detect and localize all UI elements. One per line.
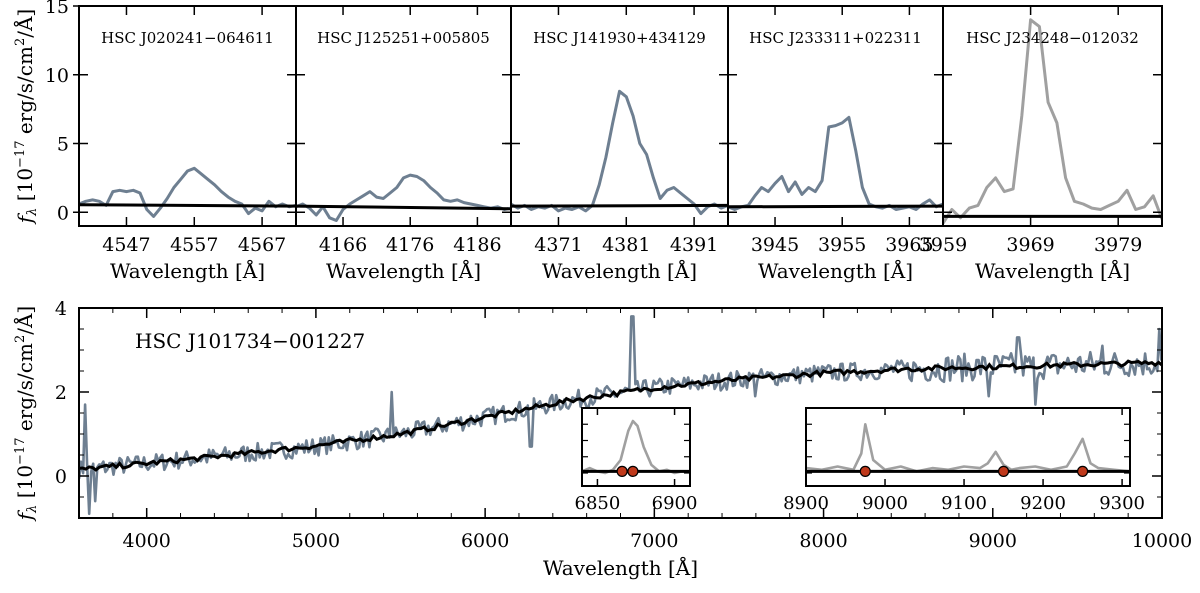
model-line: [79, 203, 296, 208]
inset-panels: 6850 6900 8900 9000 9100 9200 9300: [575, 407, 1145, 514]
top-panel-4: 3945 3955 3965 HSC J233311+022311 Wavelength…: [722, 5, 944, 283]
top-row-panels: 4547 4557 4567 0 5 10 15 HSC J020241−064611 Wave…: [12, 0, 1163, 283]
plot-area: [511, 89, 728, 216]
x-tick-label: 3965: [885, 234, 933, 256]
emission-marker: [859, 465, 871, 477]
top-panel-5: 3959 3969 3979 HSC J234248−012032 Wavelength…: [919, 5, 1163, 283]
inset-1: 6850 6900: [575, 407, 698, 514]
emission-marker: [627, 465, 639, 477]
x-tick-label: 4176: [386, 234, 434, 256]
emission-marker: [1076, 465, 1089, 477]
x-axis-label: Wavelength [Å]: [326, 258, 481, 283]
y-tick-label: 5: [57, 134, 69, 156]
x-axis-label: Wavelength [Å]: [975, 258, 1130, 283]
plot-area: [943, 18, 1162, 225]
model-line: [511, 203, 728, 208]
y-label-sq: 2: [13, 38, 28, 46]
y-label-units: [10: [13, 168, 37, 208]
x-tick-label: 6000: [461, 530, 509, 552]
y-label-sq: 2: [13, 335, 28, 343]
x-tick-label: 4381: [602, 234, 650, 256]
y-axis-label: fλ [10−17 erg/s/cm2/Å]: [12, 9, 40, 225]
y-tick-label: 4: [55, 298, 67, 320]
x-tick-label: 4000: [123, 530, 171, 552]
panel-title: HSC J233311+022311: [749, 29, 922, 47]
x-tick-label: 4567: [238, 234, 286, 256]
panel-title: HSC J234248−012032: [966, 29, 1139, 47]
top-panel-1: 4547 4557 4567 0 5 10 15 HSC J020241−064611 Wave…: [45, 0, 297, 283]
spectrum-line: [79, 166, 296, 218]
x-tick-label: 4547: [102, 234, 150, 256]
x-tick-label: 3969: [1006, 234, 1054, 256]
emission-marker: [616, 465, 628, 477]
y-tick-label: 15: [45, 0, 69, 18]
full-spectrum-panel: 4000 5000 6000 7000 8000 9000 10000 0 2 4 HSC J101…: [12, 298, 1192, 580]
x-axis-label: Wavelength [Å]: [542, 258, 697, 283]
y-tick-label: 0: [57, 202, 69, 224]
spectrum-line: [511, 89, 728, 216]
inset-frame: [805, 407, 1131, 487]
y-label-end: /Å]: [12, 9, 37, 38]
y-label-sub: λ: [25, 208, 40, 217]
plot-area: [79, 166, 296, 218]
x-axis-label: Wavelength [Å]: [758, 258, 913, 283]
plot-area: [728, 115, 943, 211]
y-tick-label: 10: [45, 65, 69, 87]
y-label-exp: −17: [13, 438, 28, 465]
x-tick-label: 5000: [292, 530, 340, 552]
panel-title: HSC J125251+005805: [317, 29, 490, 47]
x-tick-label: 8000: [799, 530, 847, 552]
panel-title: HSC J020241−064611: [101, 29, 274, 47]
x-tick-label: 4371: [534, 234, 582, 256]
x-tick-label: 3945: [751, 234, 799, 256]
emission-marker: [997, 465, 1010, 477]
x-tick-label: 7000: [630, 530, 678, 552]
y-label-rest: erg/s/cm: [13, 46, 37, 140]
x-axis-label: Wavelength [Å]: [543, 555, 698, 580]
x-tick-label: 4557: [170, 234, 218, 256]
plot-area: [296, 173, 511, 222]
spectrum-line: [943, 18, 1162, 225]
inset-x-tick-label: 9300: [1099, 493, 1145, 514]
inset-spectrum-line: [806, 423, 1130, 473]
x-tick-label: 4166: [319, 234, 367, 256]
top-panel-2: 4166 4176 4186 HSC J125251+005805 Wavelength…: [290, 5, 512, 283]
x-tick-label: 4391: [670, 234, 718, 256]
inset-x-tick-label: 6900: [652, 493, 698, 514]
x-tick-label: 3955: [818, 234, 866, 256]
y-label-units: [10: [13, 465, 37, 505]
panel-title: HSC J141930+434129: [533, 29, 706, 47]
x-tick-label: 3979: [1094, 234, 1142, 256]
inset-x-tick-label: 9200: [1020, 493, 1066, 514]
x-tick-label: 4186: [453, 234, 501, 256]
y-label-sub: λ: [25, 505, 40, 514]
inset-frame: [581, 407, 691, 487]
plot-area: [79, 315, 1162, 516]
inset-x-tick-label: 9000: [862, 493, 908, 514]
x-tick-label: 10000: [1132, 530, 1192, 552]
inset-x-tick-label: 6850: [575, 493, 621, 514]
x-tick-label: 3959: [919, 234, 967, 256]
spectrum-line: [296, 173, 511, 222]
y-tick-label: 0: [55, 466, 67, 488]
model-line: [79, 359, 1162, 472]
inset-x-tick-label: 8900: [783, 493, 829, 514]
inset-x-tick-label: 9100: [941, 493, 987, 514]
panel-frame: [942, 5, 1163, 227]
model-line: [296, 204, 511, 211]
y-tick-label: 2: [55, 382, 67, 404]
x-axis-label: Wavelength [Å]: [110, 258, 265, 283]
model-line: [728, 204, 943, 209]
spectrum-line: [728, 115, 943, 211]
y-axis-label: fλ [10−17 erg/s/cm2/Å]: [12, 306, 40, 522]
panel-title: HSC J101734−001227: [135, 329, 365, 353]
top-panel-3: 4371 4381 4391 HSC J141930+434129 Wavelength…: [505, 5, 729, 283]
y-label-end: /Å]: [12, 306, 37, 335]
inset-2: 8900 9000 9100 9200 9300: [783, 407, 1145, 514]
x-tick-label: 9000: [969, 530, 1017, 552]
y-label-exp: −17: [13, 141, 28, 168]
y-label-rest: erg/s/cm: [13, 343, 37, 437]
